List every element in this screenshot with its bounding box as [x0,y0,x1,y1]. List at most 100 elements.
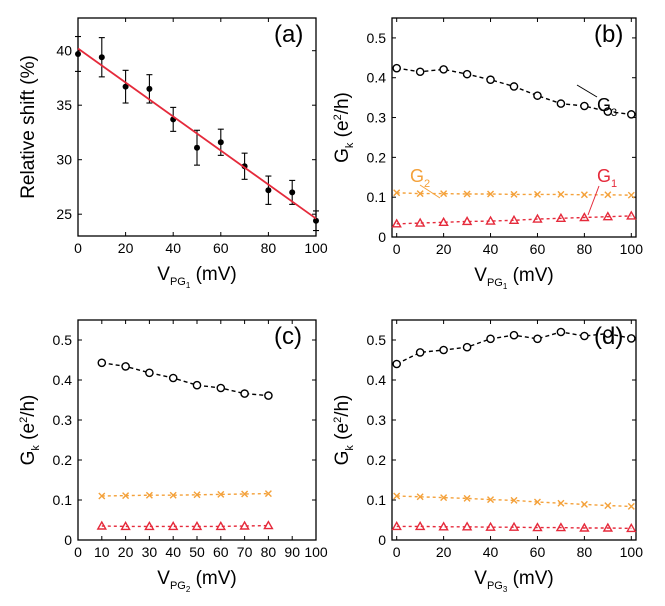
axes-frame [77,319,317,541]
marker-circle [392,63,401,73]
y-tick-label: 25 [56,206,72,222]
fit-line [77,47,317,220]
series-line-G1 [101,524,269,528]
panel-c: 0 10 20 30 40 50 60 70 80 90 100 0 0.1 0.2 0.3 0.4 0.5 (c… [18,319,328,594]
x-label-main: V [474,265,487,286]
marker-triangle [263,520,274,530]
annotation-main: G [410,166,424,186]
x-tick-label: 20 [118,544,134,560]
marker-circle [264,391,273,400]
y-tick-label: 0.5 [367,30,387,46]
y-tick-label: 0 [64,532,72,548]
marker-x [193,491,201,499]
marker-triangle [461,521,473,531]
data-point [313,217,319,224]
x-tick-label: 80 [261,544,277,560]
annotation-G2: G2 [410,166,430,190]
marker-triangle [602,522,614,532]
y-tick-label: 35 [56,97,72,113]
y-axis-label: Gk (e2/h) [332,92,356,163]
marker-x [533,190,541,198]
marker-x [487,190,495,198]
marker-x [169,491,177,499]
marker-triangle [215,520,227,531]
marker-x [557,190,565,198]
annotation-main: G [597,166,611,186]
x-label-sub: PG [487,277,503,289]
y-axis-label: Gk (e2/h) [332,395,356,466]
marker-x [416,493,424,501]
marker-triangle [485,215,496,225]
y-tick-label: 0.4 [367,372,387,388]
marker-x [557,499,565,507]
marker-triangle [508,214,520,224]
data-point [98,54,105,61]
annotation-leader [576,84,598,98]
x-axis-label: VPG1 (mV) [474,265,553,291]
y-tick-label: 0.5 [367,332,387,348]
marker-circle [145,368,154,378]
marker-x [580,500,588,508]
marker-triangle [485,521,496,531]
y-label-unit: (e [332,423,353,445]
panel-label: (b) [594,21,623,48]
marker-triangle [626,522,637,533]
marker-triangle [579,212,590,222]
y-tick-label: 30 [56,152,72,168]
y-tick-label: 0.1 [367,492,387,508]
y-tick-label: 0.3 [53,412,73,428]
marker-x [440,494,448,502]
y-label-sup: 2 [332,114,344,120]
panel-a: 0 20 40 60 80 100 25 30 35 40 (a) VPG1 (mV) Relative… [18,17,328,290]
marker-circle [556,99,566,108]
annotation-sub: 3 [611,107,617,119]
x-label-main: V [157,264,170,285]
axes-frame [77,17,317,237]
marker-x [217,490,225,498]
data-point [289,189,296,196]
data-point [194,144,200,151]
marker-x [533,498,541,506]
marker-x [487,496,495,504]
marker-circle [121,362,130,371]
x-label-subsub: 1 [186,281,191,290]
marker-circle [556,327,566,337]
x-label-sub: PG [487,580,503,592]
marker-circle [486,334,495,344]
marker-triangle [508,521,520,531]
marker-circle [580,331,589,341]
marker-triangle [96,520,108,530]
marker-triangle [532,213,543,223]
annotation-leader [419,184,441,199]
y-tick-label: 40 [56,43,72,59]
marker-x [580,191,588,199]
marker-circle [533,91,542,100]
x-label-unit: (mV) [190,264,236,285]
x-tick-label: 60 [213,240,229,256]
x-tick-label: 20 [436,544,452,560]
y-tick-label: 0 [378,229,386,245]
x-tick-label: 90 [284,544,300,560]
y-label-main: G [332,148,353,163]
y-label-unit-close: /h) [18,395,39,417]
marker-x [416,190,424,198]
y-tick-label: 0 [378,532,386,548]
marker-circle [627,110,636,119]
marker-triangle [626,210,637,220]
x-tick-label: 80 [261,240,277,256]
marker-x [627,191,635,199]
y-axis-label: Gk (e2/h) [18,395,42,466]
x-tick-label: 40 [165,544,181,560]
marker-triangle [120,520,131,531]
data-point [217,139,224,146]
y-label-unit-close: /h) [332,92,353,114]
panel-label: (a) [274,21,303,48]
x-label-unit: (mV) [507,265,553,286]
marker-circle [627,334,636,343]
axes-frame [391,319,637,541]
marker-triangle [167,520,179,531]
x-tick-label: 70 [237,544,253,560]
marker-circle [168,373,178,383]
y-label-sup: 2 [18,417,30,423]
marker-triangle [461,216,473,226]
